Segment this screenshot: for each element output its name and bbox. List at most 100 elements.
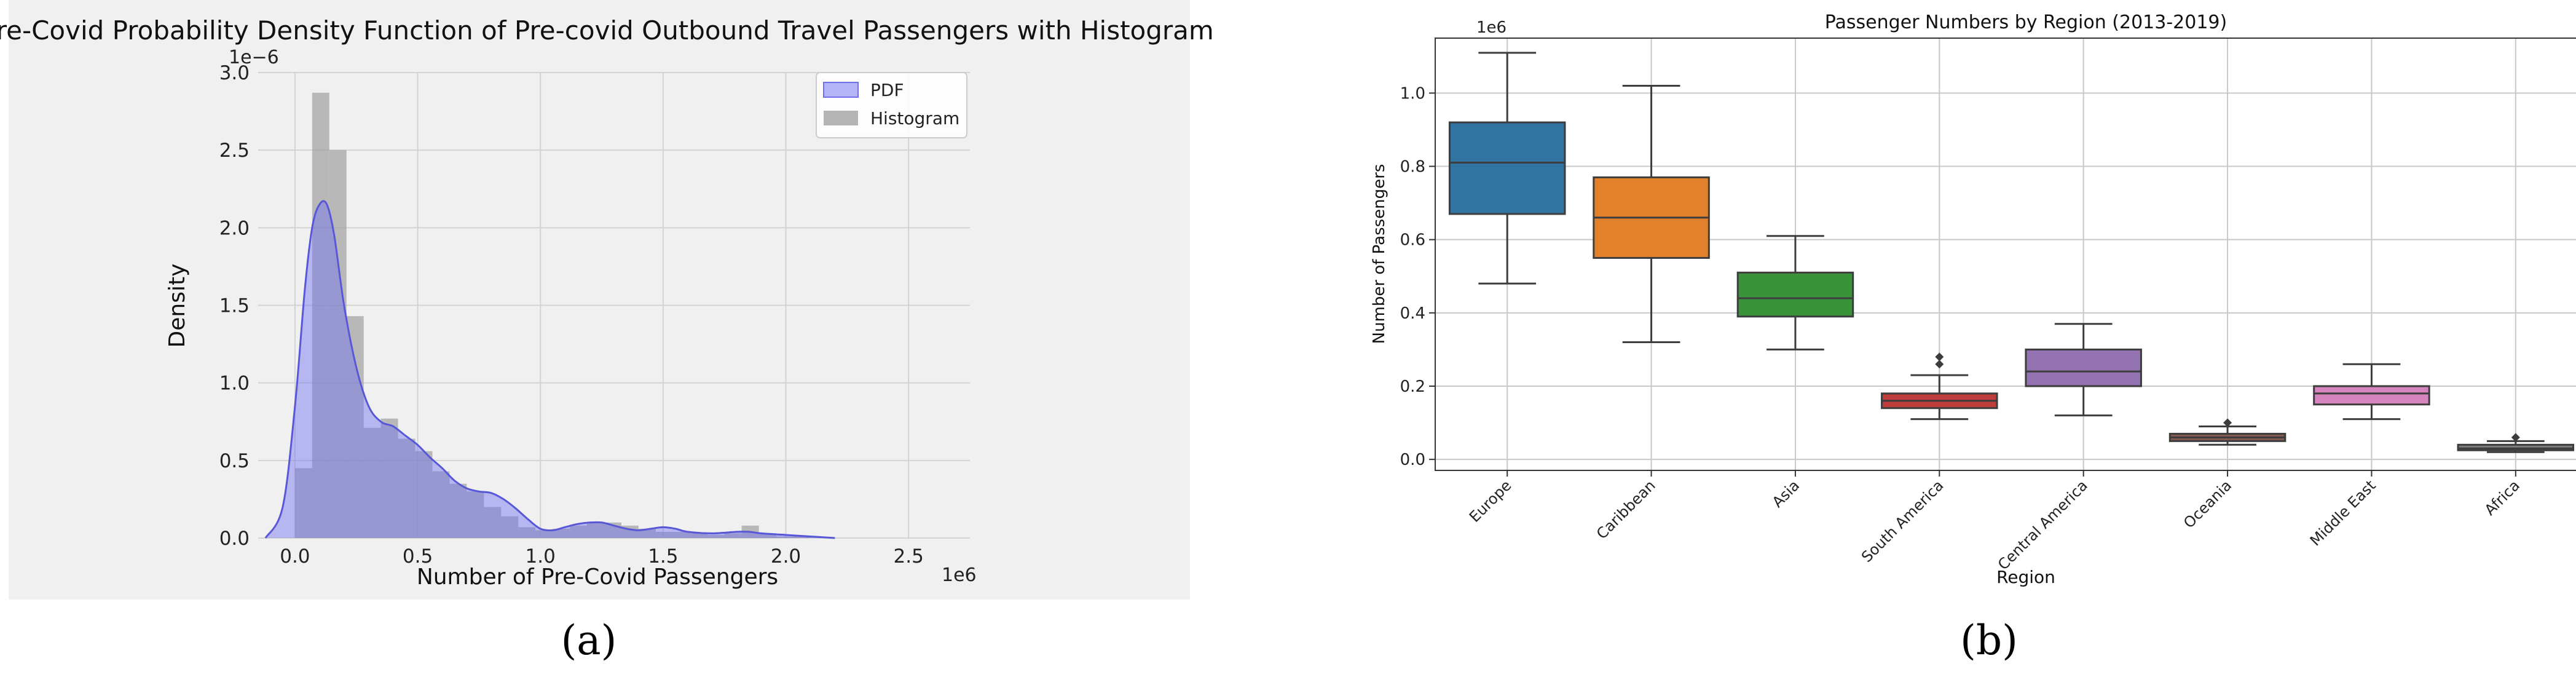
legend-swatch-histogram xyxy=(824,111,858,125)
panel-a: Pre-Covid Probability Density Function o… xyxy=(0,0,1214,600)
outlier-point xyxy=(1935,352,1944,362)
histogram-bar xyxy=(363,427,381,538)
y-tick-label: 1.0 xyxy=(1400,84,1425,103)
y-tick-label: 0.0 xyxy=(219,528,250,550)
box-plot xyxy=(2457,433,2575,453)
panel-a-y-scale-label: 1e−6 xyxy=(229,47,279,68)
y-tick-label: 1.0 xyxy=(219,373,250,395)
panel-b-y-scale-label: 1e6 xyxy=(1476,18,1507,37)
x-tick-label: 1.0 xyxy=(526,545,556,568)
panel-a-grid xyxy=(258,72,970,539)
legend-label-histogram: Histogram xyxy=(870,108,959,129)
box-plots xyxy=(1448,52,2575,453)
outlier-point xyxy=(2223,418,2232,427)
x-tick-label: Middle East xyxy=(2307,477,2379,549)
panel-b-x-axis-label: Region xyxy=(1996,567,2055,587)
legend-label-pdf: PDF xyxy=(870,80,904,100)
box-plot xyxy=(2313,363,2430,421)
histogram-bar xyxy=(638,528,656,538)
y-tick-label: 0.8 xyxy=(1400,158,1425,176)
histogram-bar xyxy=(346,316,364,538)
x-tick-label: 2.0 xyxy=(771,545,801,568)
panel-b-y-ticks: 0.0 0.2 0.4 0.6 0.8 1.0 xyxy=(1400,84,1435,469)
panel-b-x-ticks: Europe Caribbean Asia South America Central … xyxy=(1466,470,2523,573)
panel-a-y-axis-label: Density xyxy=(165,264,190,348)
y-tick-label: 2.5 xyxy=(219,140,250,162)
histogram-bar xyxy=(467,491,484,538)
box-iqr xyxy=(1736,271,1854,318)
box-plot xyxy=(1881,352,1998,421)
x-tick-label: Asia xyxy=(1769,477,1803,510)
x-tick-label: Oceania xyxy=(2180,477,2235,531)
box-plot xyxy=(1593,84,1710,343)
histogram-bar xyxy=(294,468,312,538)
histogram-bar xyxy=(690,533,707,538)
panel-a-x-axis-label: Number of Pre-Covid Passengers xyxy=(417,564,778,590)
panel-a-y-ticks: 0.0 0.5 1.0 1.5 2.0 2.5 3.0 xyxy=(219,62,250,550)
histogram-bar xyxy=(587,522,605,538)
box-iqr xyxy=(2313,385,2430,406)
legend-swatch-pdf xyxy=(823,82,859,98)
histogram-bar xyxy=(518,527,536,538)
outlier-point xyxy=(2511,433,2520,442)
histogram-bar xyxy=(707,534,725,538)
x-tick-label: Caribbean xyxy=(1593,477,1659,542)
histogram-bar xyxy=(398,438,416,538)
histogram-bars xyxy=(294,92,811,538)
histogram-bar xyxy=(570,525,588,538)
box-plot xyxy=(1736,235,1854,350)
histogram-bar xyxy=(415,451,433,538)
x-tick-label: Europe xyxy=(1466,477,1514,525)
box-iqr xyxy=(1448,121,1566,215)
y-tick-label: 0.4 xyxy=(1400,304,1425,323)
box-iqr xyxy=(2025,348,2142,387)
x-tick-label: 1.5 xyxy=(648,545,678,568)
histogram-bar xyxy=(553,528,570,538)
histogram-bar xyxy=(380,418,398,538)
x-tick-label: 2.5 xyxy=(894,545,924,568)
y-tick-label: 0.5 xyxy=(219,450,250,472)
x-tick-label: Africa xyxy=(2481,477,2523,518)
histogram-bar xyxy=(793,536,811,538)
pdf-line xyxy=(264,200,835,539)
box-plot xyxy=(2168,418,2286,446)
panel-b: Passenger Numbers by Region (2013-2019) … xyxy=(1370,12,2576,587)
histogram-bar xyxy=(672,531,690,538)
histogram-bar xyxy=(432,471,450,538)
y-tick-label: 0.0 xyxy=(1400,451,1425,469)
x-tick-label: 0.0 xyxy=(280,545,310,568)
panel-b-frame xyxy=(1435,38,2576,471)
panel-a-legend: PDF Histogram xyxy=(816,72,967,138)
caption-a: (a) xyxy=(561,617,617,664)
box-plot xyxy=(1448,52,1566,285)
x-tick-label: Central America xyxy=(1995,477,2091,573)
panel-b-title: Passenger Numbers by Region (2013-2019) xyxy=(1825,12,2227,33)
histogram-bar xyxy=(484,507,502,538)
y-tick-label: 2.0 xyxy=(219,217,250,239)
histogram-bar xyxy=(776,536,794,538)
panel-a-background xyxy=(9,0,1190,600)
panel-a-x-scale-label: 1e6 xyxy=(942,564,977,586)
histogram-bar xyxy=(312,92,329,538)
histogram-bar xyxy=(535,530,553,538)
x-tick-label: 0.5 xyxy=(403,545,433,568)
panel-a-title: Pre-Covid Probability Density Function o… xyxy=(0,15,1214,46)
x-tick-label: South America xyxy=(1858,477,1947,566)
histogram-bar xyxy=(449,483,467,538)
histogram-bar xyxy=(758,533,776,538)
histogram-bar xyxy=(655,531,673,538)
y-tick-label: 1.5 xyxy=(219,295,250,317)
histogram-bar xyxy=(329,150,347,538)
y-tick-label: 3.0 xyxy=(219,62,250,84)
panel-a-x-ticks: 0.0 0.5 1.0 1.5 2.0 2.5 xyxy=(280,545,924,568)
outlier-point xyxy=(1935,360,1944,369)
histogram-bar xyxy=(501,516,519,538)
caption-b: (b) xyxy=(1960,617,2018,664)
y-tick-label: 0.6 xyxy=(1400,231,1425,250)
histogram-bar xyxy=(724,533,742,538)
panel-b-y-axis-label: Number of Passengers xyxy=(1370,164,1388,344)
box-plot xyxy=(2025,323,2142,417)
y-tick-label: 0.2 xyxy=(1400,378,1425,396)
pdf-area xyxy=(265,200,835,538)
